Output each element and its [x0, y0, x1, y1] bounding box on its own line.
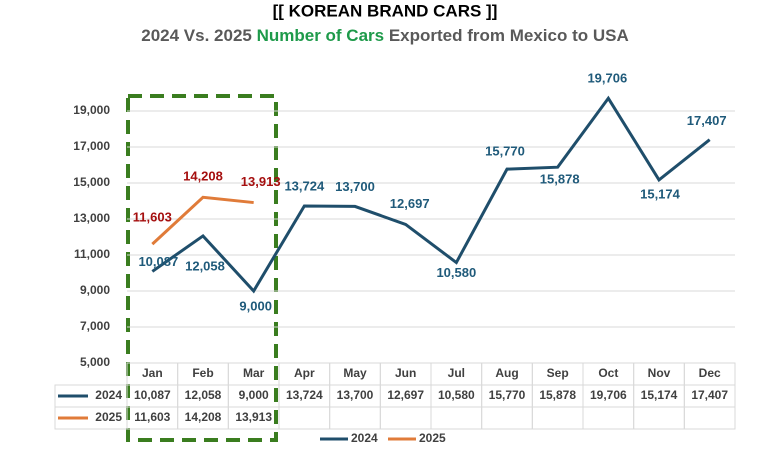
data-label: 13,700 — [335, 179, 375, 194]
chart-subtitle: 2024 Vs. 2025 Number of Cars Exported fr… — [141, 26, 629, 45]
table-value: 15,770 — [489, 388, 526, 402]
x-tick-label: Mar — [243, 366, 265, 380]
highlight-box — [126, 94, 278, 442]
y-tick-label: 5,000 — [80, 355, 110, 369]
data-label: 12,697 — [390, 196, 430, 211]
table-value: 13,913 — [235, 410, 272, 424]
x-tick-label: May — [343, 366, 367, 380]
x-tick-label: Apr — [294, 366, 315, 380]
data-label: 10,087 — [138, 254, 178, 269]
subtitle-part: Exported from Mexico to USA — [384, 26, 629, 45]
data-label: 19,706 — [587, 71, 627, 86]
legend-label: 2024 — [351, 431, 378, 445]
data-label: 12,058 — [185, 258, 225, 273]
data-label: 10,580 — [436, 265, 476, 280]
x-tick-label: Jun — [395, 366, 416, 380]
data-label: 13,913 — [241, 174, 281, 189]
subtitle-part: Number of Cars — [257, 26, 385, 45]
table-value: 15,174 — [641, 388, 678, 402]
table-cell — [633, 406, 685, 430]
table-cell — [481, 406, 533, 430]
data-label: 17,407 — [687, 113, 727, 128]
x-tick-label: Jul — [448, 366, 465, 380]
table-value: 14,208 — [185, 410, 222, 424]
x-tick-label: Sep — [547, 366, 569, 380]
y-tick-label: 13,000 — [73, 211, 110, 225]
table-cell — [430, 406, 483, 430]
table-value: 10,580 — [438, 388, 475, 402]
table-value: 13,700 — [337, 388, 374, 402]
series-line — [151, 95, 711, 294]
table-cell — [329, 406, 381, 430]
table-value: 19,706 — [590, 388, 627, 402]
y-tick-label: 7,000 — [80, 319, 110, 333]
table-value: 9,000 — [239, 388, 269, 402]
data-label: 14,208 — [183, 169, 223, 184]
table-row-header: 2025 — [95, 410, 122, 424]
x-tick-label: Nov — [648, 366, 671, 380]
series-line — [151, 195, 254, 246]
table-cell — [582, 406, 635, 430]
table-value: 11,603 — [134, 410, 170, 424]
table-cell — [379, 406, 432, 430]
y-tick-label: 17,000 — [73, 139, 110, 153]
x-tick-label: Dec — [699, 366, 721, 380]
data-label: 15,174 — [640, 186, 681, 201]
table-value: 12,058 — [185, 388, 222, 402]
y-tick-label: 11,000 — [74, 247, 110, 261]
y-tick-label: 9,000 — [80, 283, 110, 297]
table-value: 15,878 — [539, 388, 576, 402]
x-tick-label: Jan — [142, 366, 163, 380]
data-label: 11,603 — [133, 210, 172, 225]
data-label: 15,770 — [485, 144, 525, 159]
table-cell — [683, 406, 736, 430]
data-label: 13,724 — [284, 178, 325, 193]
y-tick-label: 19,000 — [73, 103, 110, 117]
x-tick-label: Oct — [598, 366, 618, 380]
legend-label: 2025 — [419, 431, 446, 445]
table-value: 13,724 — [286, 388, 323, 402]
subtitle-part: 2024 Vs. 2025 — [141, 26, 256, 45]
x-tick-label: Aug — [495, 366, 518, 380]
table-value: 17,407 — [691, 388, 728, 402]
data-label: 9,000 — [239, 298, 272, 313]
y-tick-label: 15,000 — [73, 175, 110, 189]
table-value: 12,697 — [387, 388, 424, 402]
chart-title: [[ KOREAN BRAND CARS ]] — [273, 1, 498, 20]
table-cell — [531, 406, 584, 430]
data-label: 15,878 — [540, 172, 580, 187]
table-value: 10,087 — [134, 388, 171, 402]
table-cell — [278, 406, 331, 430]
table-row-header: 2024 — [95, 388, 122, 402]
table-cell — [54, 406, 128, 430]
x-tick-label: Feb — [192, 366, 213, 380]
